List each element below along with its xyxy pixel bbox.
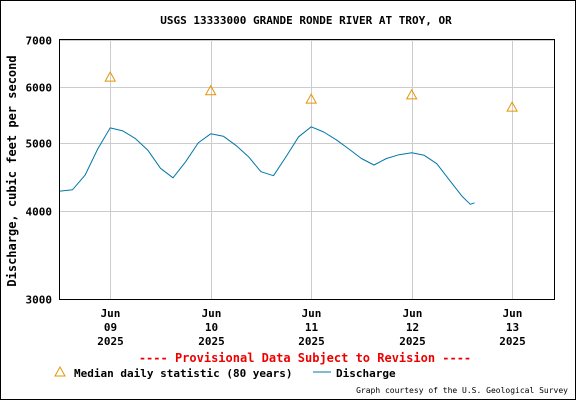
x-tick-label-line: 11 xyxy=(305,321,319,334)
x-tick-label-line: 12 xyxy=(406,321,419,334)
chart-title: USGS 13333000 GRANDE RONDE RIVER AT TROY… xyxy=(160,14,452,27)
x-tick-label: Jun 12 2025 xyxy=(399,307,426,348)
plot-area xyxy=(59,39,555,300)
x-tick-label-line: Jun xyxy=(503,307,523,320)
provisional-notice: ---- Provisional Data Subject to Revisio… xyxy=(139,351,471,365)
legend-discharge-label: Discharge xyxy=(336,367,396,380)
legend-median-label: Median daily statistic (80 years) xyxy=(74,367,293,380)
series xyxy=(59,71,518,205)
x-tick-label-line: Jun xyxy=(101,307,121,320)
x-tick-label: Jun 09 2025 xyxy=(97,307,124,348)
x-tick-label-line: Jun xyxy=(403,307,423,320)
median-marker xyxy=(405,88,418,100)
legend: Median daily statistic (80 years) Discha… xyxy=(54,365,396,380)
legend-triangle-marker xyxy=(54,365,66,377)
x-tick-label-line: 2025 xyxy=(298,335,325,348)
x-tick-label: Jun 10 2025 xyxy=(198,307,225,348)
y-tick-label: 4000 xyxy=(26,206,53,219)
median-marker xyxy=(104,71,117,82)
median-marker xyxy=(204,84,217,96)
x-tick-label-line: Jun xyxy=(302,307,322,320)
x-tick-label-line: 10 xyxy=(205,321,218,334)
x-tick-label-line: 13 xyxy=(506,321,519,334)
y-tick-label: 5000 xyxy=(26,138,53,151)
x-tick-label-line: 2025 xyxy=(198,335,225,348)
y-tick-label: 3000 xyxy=(26,294,53,307)
credit-text: Graph courtesy of the U.S. Geological Su… xyxy=(356,386,568,395)
x-tick-label-line: Jun xyxy=(202,307,222,320)
discharge-line xyxy=(59,126,475,205)
x-tick-label-line: 2025 xyxy=(399,335,426,348)
x-tick-label-line: 09 xyxy=(104,321,117,334)
median-marker xyxy=(506,101,518,112)
x-tick-label: Jun 13 2025 xyxy=(499,307,526,348)
y-tick-labels: 3000 4000 5000 6000 7000 xyxy=(26,35,53,307)
grid xyxy=(60,40,554,300)
x-tick-label-line: 2025 xyxy=(97,335,124,348)
y-axis-label: Discharge, cubic feet per second xyxy=(5,55,19,286)
y-tick-label: 6000 xyxy=(26,82,53,95)
x-tick-label-line: 2025 xyxy=(499,335,526,348)
y-tick-label: 7000 xyxy=(26,35,53,48)
median-marker xyxy=(305,93,318,104)
x-tick-label: Jun 11 2025 xyxy=(298,307,325,348)
